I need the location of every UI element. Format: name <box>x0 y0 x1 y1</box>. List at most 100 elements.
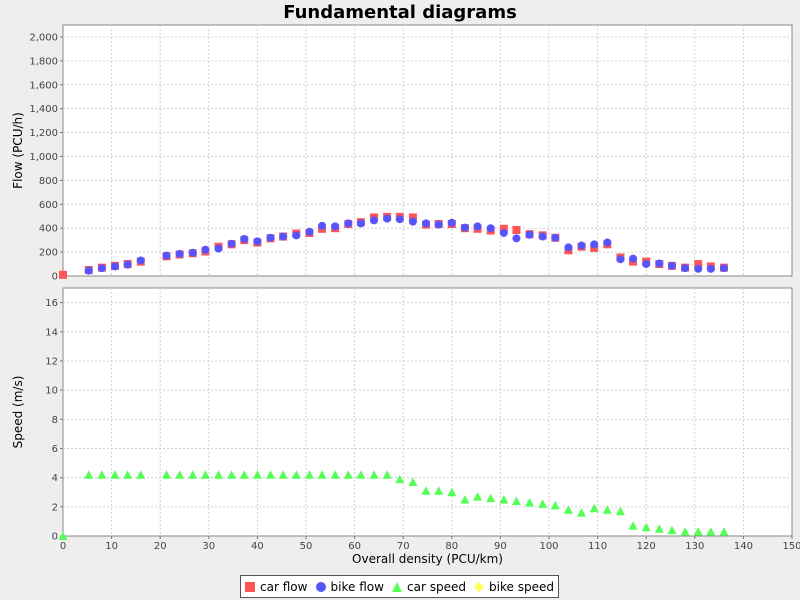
bike-flow-point <box>214 244 223 253</box>
bike-flow-point <box>447 218 456 227</box>
bike-flow-point <box>525 230 534 239</box>
bike-flow-point <box>279 232 288 241</box>
bike-flow-point <box>111 262 120 271</box>
car-speed-point <box>200 470 210 479</box>
bike-flow-point <box>434 220 443 229</box>
y-tick-label: 1,200 <box>29 128 58 139</box>
car-speed-point <box>641 522 651 532</box>
bike-flow-point <box>395 215 404 224</box>
bike-flow-point <box>292 231 301 240</box>
y-tick-label: 14 <box>45 327 58 338</box>
legend-item-car-flow: car flow <box>245 580 307 594</box>
car-speed-point <box>538 499 548 508</box>
bike-flow-point <box>603 238 612 247</box>
car-speed-point <box>693 527 703 536</box>
car-speed-point <box>110 470 120 479</box>
car-speed-point <box>291 470 301 479</box>
car-speed-point <box>188 470 198 479</box>
legend-label: car flow <box>260 579 308 594</box>
x-tick-label: 40 <box>251 541 264 552</box>
car-speed-point <box>550 500 560 510</box>
bike-flow-point <box>162 251 171 260</box>
car-speed-point <box>706 527 716 536</box>
bike-flow-point <box>667 261 676 270</box>
chart-title: Fundamental diagrams <box>283 2 517 23</box>
y-tick-label: 1,000 <box>29 152 58 163</box>
y-tick-label: 2 <box>52 502 58 513</box>
y-tick-label: 1,600 <box>29 80 58 91</box>
x-tick-label: 70 <box>397 541 410 552</box>
bike-flow-point <box>253 237 262 246</box>
bike-flow-point <box>356 219 365 228</box>
car-speed-point <box>602 505 612 514</box>
car-speed-point <box>460 495 470 504</box>
bike-flow-point <box>370 216 379 225</box>
speed-panel: 0 2 4 6 8 10 12 14 16 Speed (m/s) 0 10 20 30 40 50 60 70 8… <box>11 287 800 566</box>
bike-flow-point <box>318 221 327 230</box>
x-tick-label: 80 <box>445 541 458 552</box>
y-axis-label: Speed (m/s) <box>11 376 25 449</box>
car-speed-point <box>162 470 172 479</box>
x-tick-label: 110 <box>588 541 607 552</box>
car-speed-point <box>123 470 133 479</box>
y-tick-label: 2,000 <box>29 32 58 43</box>
car-speed-point <box>304 470 314 479</box>
bike-flow-point <box>123 260 132 269</box>
x-tick-label: 50 <box>300 541 313 552</box>
car-speed-point <box>434 486 444 495</box>
car-speed-point <box>628 521 638 530</box>
bike-flow-point <box>240 234 249 243</box>
car-speed-point <box>356 470 366 479</box>
bike-flow-point <box>719 264 728 273</box>
y-tick-label: 8 <box>52 415 58 426</box>
car-speed-point <box>615 506 625 516</box>
bike-flow-point <box>629 254 638 263</box>
car-speed-point <box>473 492 483 501</box>
legend-label: bike speed <box>489 579 554 594</box>
plot-area <box>62 287 793 537</box>
car-speed-point <box>577 508 587 517</box>
bike-flow-point <box>642 260 651 269</box>
y-tick-label: 800 <box>39 176 58 187</box>
bike-flow-point <box>97 264 106 273</box>
x-tick-label: 10 <box>105 541 118 552</box>
bike-flow-point <box>706 264 715 273</box>
car-speed-point <box>511 496 521 505</box>
y-tick-label: 4 <box>52 473 58 484</box>
y-tick-label: 600 <box>39 200 58 211</box>
car-speed-point <box>680 527 690 536</box>
bike-flow-point <box>486 224 495 233</box>
car-speed-point <box>330 470 340 479</box>
bike-flow-point <box>564 243 573 252</box>
bike-flow-point <box>84 266 93 275</box>
x-tick-label: 100 <box>539 541 558 552</box>
bike-flow-point <box>473 222 482 231</box>
x-tick-label: 150 <box>782 541 800 552</box>
bike-flow-point <box>422 219 431 228</box>
y-tick-label: 1,800 <box>29 56 58 67</box>
y-axis-label: Flow (PCU/h) <box>11 112 25 189</box>
car-speed-point <box>525 497 535 507</box>
bike-flow-point <box>305 227 314 236</box>
x-axis-label: Overall density (PCU/km) <box>352 552 503 566</box>
y-tick-label: 400 <box>39 224 58 235</box>
car-speed-point <box>97 470 107 479</box>
car-speed-point <box>447 487 457 497</box>
legend-label: bike flow <box>330 579 384 594</box>
car-speed-point <box>382 470 392 479</box>
legend-label: car speed <box>407 579 466 594</box>
bike-flow-point <box>227 239 236 248</box>
car-flow-point <box>59 270 67 279</box>
car-speed-point <box>227 470 237 479</box>
bike-flow-point <box>175 249 184 258</box>
car-speed-point <box>58 531 68 540</box>
car-speed-point <box>317 470 327 479</box>
car-speed-point <box>266 470 276 479</box>
y-tick-label: 1,400 <box>29 104 58 115</box>
x-tick-label: 120 <box>637 541 656 552</box>
legend-square-marker <box>245 581 256 592</box>
y-tick-label: 0 <box>52 272 58 283</box>
car-speed-point <box>667 525 677 535</box>
legend-item-car-speed: car speed <box>392 580 466 594</box>
